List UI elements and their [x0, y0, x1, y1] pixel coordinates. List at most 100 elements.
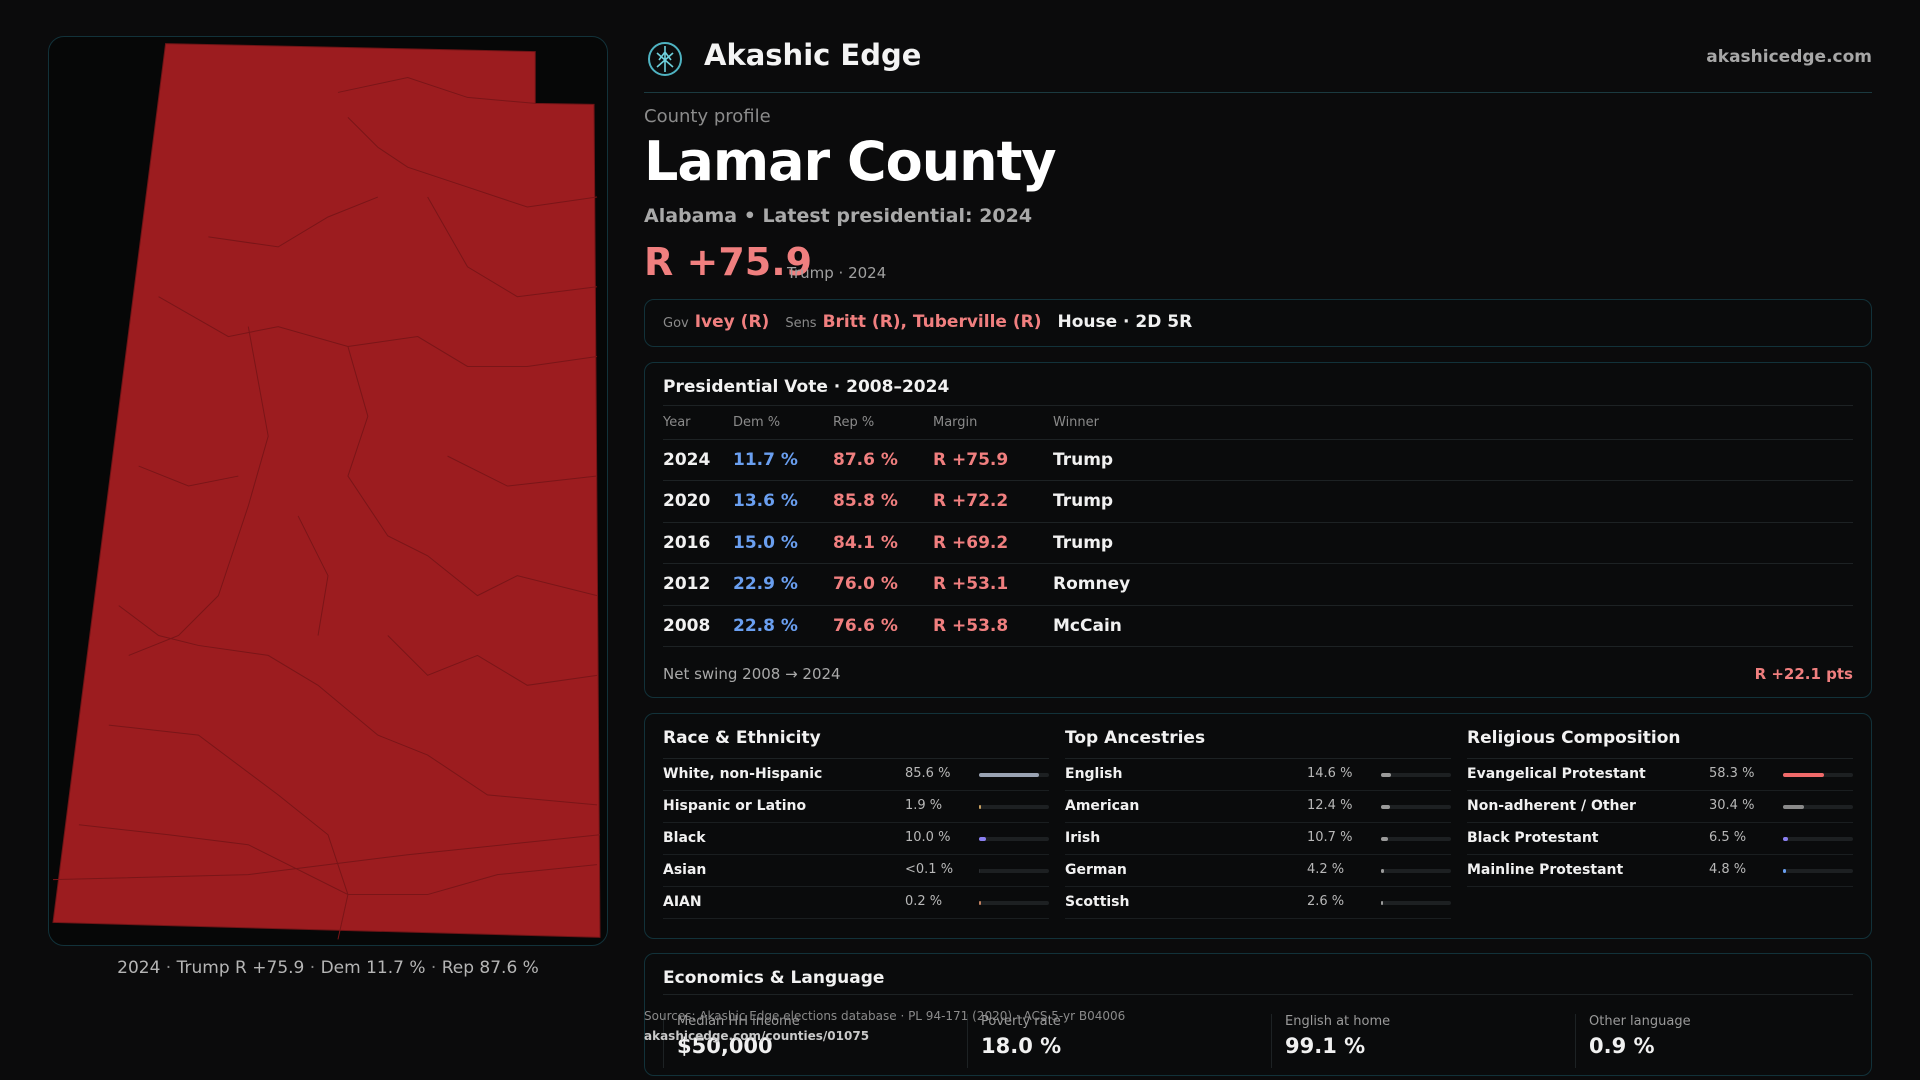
- stat-label: Median HH income: [677, 1014, 800, 1029]
- share-bar-track: [1783, 773, 1853, 777]
- county-map-svg: [52, 43, 601, 940]
- economics-card: Economics & Language Median HH income $5…: [644, 953, 1872, 1076]
- item-percent: 12.4 %: [1307, 798, 1353, 813]
- item-label: White, non-Hispanic: [663, 766, 823, 782]
- cell-margin: R +53.1: [933, 563, 1053, 606]
- table-row[interactable]: 2012 22.9 % 76.0 % R +53.1 Romney: [663, 563, 1853, 606]
- presidential-vote-table: Year Dem % Rep % Margin Winner 2024 11.7…: [663, 407, 1853, 647]
- cell-dem: 22.9 %: [733, 563, 833, 606]
- map-caption-margin: R +75.9: [235, 958, 305, 978]
- cell-rep: 87.6 %: [833, 439, 933, 481]
- divider: [1575, 1014, 1576, 1068]
- map-caption-rep: Rep 87.6 %: [441, 958, 539, 978]
- share-bar-track: [979, 869, 1049, 873]
- divider: [1467, 758, 1853, 759]
- page-subtitle: Alabama • Latest presidential: 2024: [644, 205, 1033, 227]
- presidential-vote-card: Presidential Vote · 2008–2024 Year Dem %…: [644, 362, 1872, 698]
- item-percent: 0.2 %: [905, 894, 943, 909]
- share-bar-fill: [979, 837, 986, 841]
- col-winner: Winner: [1053, 407, 1853, 440]
- list-item[interactable]: Black 10.0 %: [663, 823, 1049, 855]
- site-url[interactable]: akashicedge.com: [1706, 47, 1872, 67]
- item-percent: 4.2 %: [1307, 862, 1345, 877]
- table-row[interactable]: 2020 13.6 % 85.8 % R +72.2 Trump: [663, 480, 1853, 523]
- gov-label: Gov: [663, 316, 689, 331]
- col-dem: Dem %: [733, 407, 833, 440]
- col-rep: Rep %: [833, 407, 933, 440]
- share-bar-track: [1381, 837, 1451, 841]
- cell-margin: R +69.2: [933, 522, 1053, 564]
- table-row[interactable]: 2008 22.8 % 76.6 % R +53.8 McCain: [663, 605, 1853, 647]
- share-bar-fill: [1783, 805, 1805, 809]
- item-label: American: [1065, 798, 1140, 814]
- county-map[interactable]: [48, 36, 608, 946]
- economics-title: Economics & Language: [663, 968, 885, 988]
- list-item[interactable]: Evangelical Protestant 58.3 %: [1467, 759, 1853, 791]
- list-item[interactable]: Mainline Protestant 4.8 %: [1467, 855, 1853, 887]
- col-margin: Margin: [933, 407, 1053, 440]
- brand-name[interactable]: Akashic Edge: [704, 38, 922, 72]
- stat-value: $50,000: [677, 1034, 773, 1058]
- sources-footer: Sources: Akashic Edge elections database…: [644, 1006, 1125, 1046]
- cell-winner: Trump: [1053, 439, 1853, 481]
- stat-poverty-rate: Poverty rate 18.0 %: [967, 1014, 1267, 1070]
- list-item[interactable]: Scottish 2.6 %: [1065, 887, 1451, 919]
- list-item[interactable]: American 12.4 %: [1065, 791, 1451, 823]
- divider: [663, 405, 1853, 406]
- senators: Britt (R), Tuberville (R): [822, 312, 1042, 332]
- sens-label: Sens: [785, 316, 817, 331]
- ancestries-title: Top Ancestries: [1065, 728, 1206, 748]
- share-bar-fill: [1381, 805, 1390, 809]
- latest-margin: R +75.9: [644, 240, 813, 284]
- list-item[interactable]: White, non-Hispanic 85.6 %: [663, 759, 1049, 791]
- share-bar-fill: [1381, 837, 1389, 841]
- cell-margin: R +75.9: [933, 439, 1053, 481]
- share-bar-fill: [979, 869, 980, 873]
- list-item[interactable]: German 4.2 %: [1065, 855, 1451, 887]
- cell-winner: Trump: [1053, 522, 1853, 564]
- stat-value: 99.1 %: [1285, 1034, 1366, 1058]
- item-label: Non-adherent / Other: [1467, 798, 1636, 814]
- item-label: Irish: [1065, 830, 1101, 846]
- compass-tree-icon[interactable]: [646, 40, 684, 78]
- share-bar-track: [979, 837, 1049, 841]
- item-label: Mainline Protestant: [1467, 862, 1624, 878]
- list-item[interactable]: Black Protestant 6.5 %: [1467, 823, 1853, 855]
- item-percent: 2.6 %: [1307, 894, 1345, 909]
- list-item[interactable]: Asian <0.1 %: [663, 855, 1049, 887]
- table-row[interactable]: 2016 15.0 % 84.1 % R +69.2 Trump: [663, 522, 1853, 564]
- stat-label: English at home: [1285, 1014, 1391, 1029]
- list-item[interactable]: AIAN 0.2 %: [663, 887, 1049, 919]
- list-item[interactable]: Irish 10.7 %: [1065, 823, 1451, 855]
- table-row[interactable]: 2024 11.7 % 87.6 % R +75.9 Trump: [663, 439, 1853, 481]
- source-link[interactable]: akashicedge.com/counties/01075: [644, 1029, 870, 1043]
- race-ethnicity-title: Race & Ethnicity: [663, 728, 821, 748]
- cell-winner: Romney: [1053, 563, 1853, 606]
- item-percent: 10.0 %: [905, 830, 951, 845]
- cell-winner: Trump: [1053, 480, 1853, 523]
- map-caption-dem: Dem 11.7 %: [320, 958, 426, 978]
- map-caption: 2024 · Trump R +75.9 · Dem 11.7 % · Rep …: [117, 958, 539, 978]
- item-percent: 6.5 %: [1709, 830, 1747, 845]
- stat-value: 18.0 %: [981, 1034, 1062, 1058]
- share-bar-track: [1783, 837, 1853, 841]
- net-swing-label: Net swing 2008 → 2024: [663, 665, 841, 683]
- item-label: English: [1065, 766, 1123, 782]
- item-label: German: [1065, 862, 1127, 878]
- cell-rep: 76.0 %: [833, 563, 933, 606]
- item-percent: 14.6 %: [1307, 766, 1353, 781]
- list-item[interactable]: Non-adherent / Other 30.4 %: [1467, 791, 1853, 823]
- share-bar-fill: [1783, 869, 1787, 873]
- list-item[interactable]: Hispanic or Latino 1.9 %: [663, 791, 1049, 823]
- divider: [663, 1014, 664, 1068]
- table-header-row: Year Dem % Rep % Margin Winner: [663, 407, 1853, 440]
- latest-margin-note: Trump · 2024: [787, 264, 887, 282]
- share-bar-fill: [1381, 901, 1383, 905]
- list-item[interactable]: English 14.6 %: [1065, 759, 1451, 791]
- cell-year: 2024: [663, 439, 733, 481]
- religion-title: Religious Composition: [1467, 728, 1681, 748]
- item-percent: 85.6 %: [905, 766, 951, 781]
- stat-english-at-home: English at home 99.1 %: [1271, 1014, 1571, 1070]
- governor: Ivey (R): [694, 312, 770, 332]
- site-header: Akashic Edge akashicedge.com: [644, 30, 1872, 93]
